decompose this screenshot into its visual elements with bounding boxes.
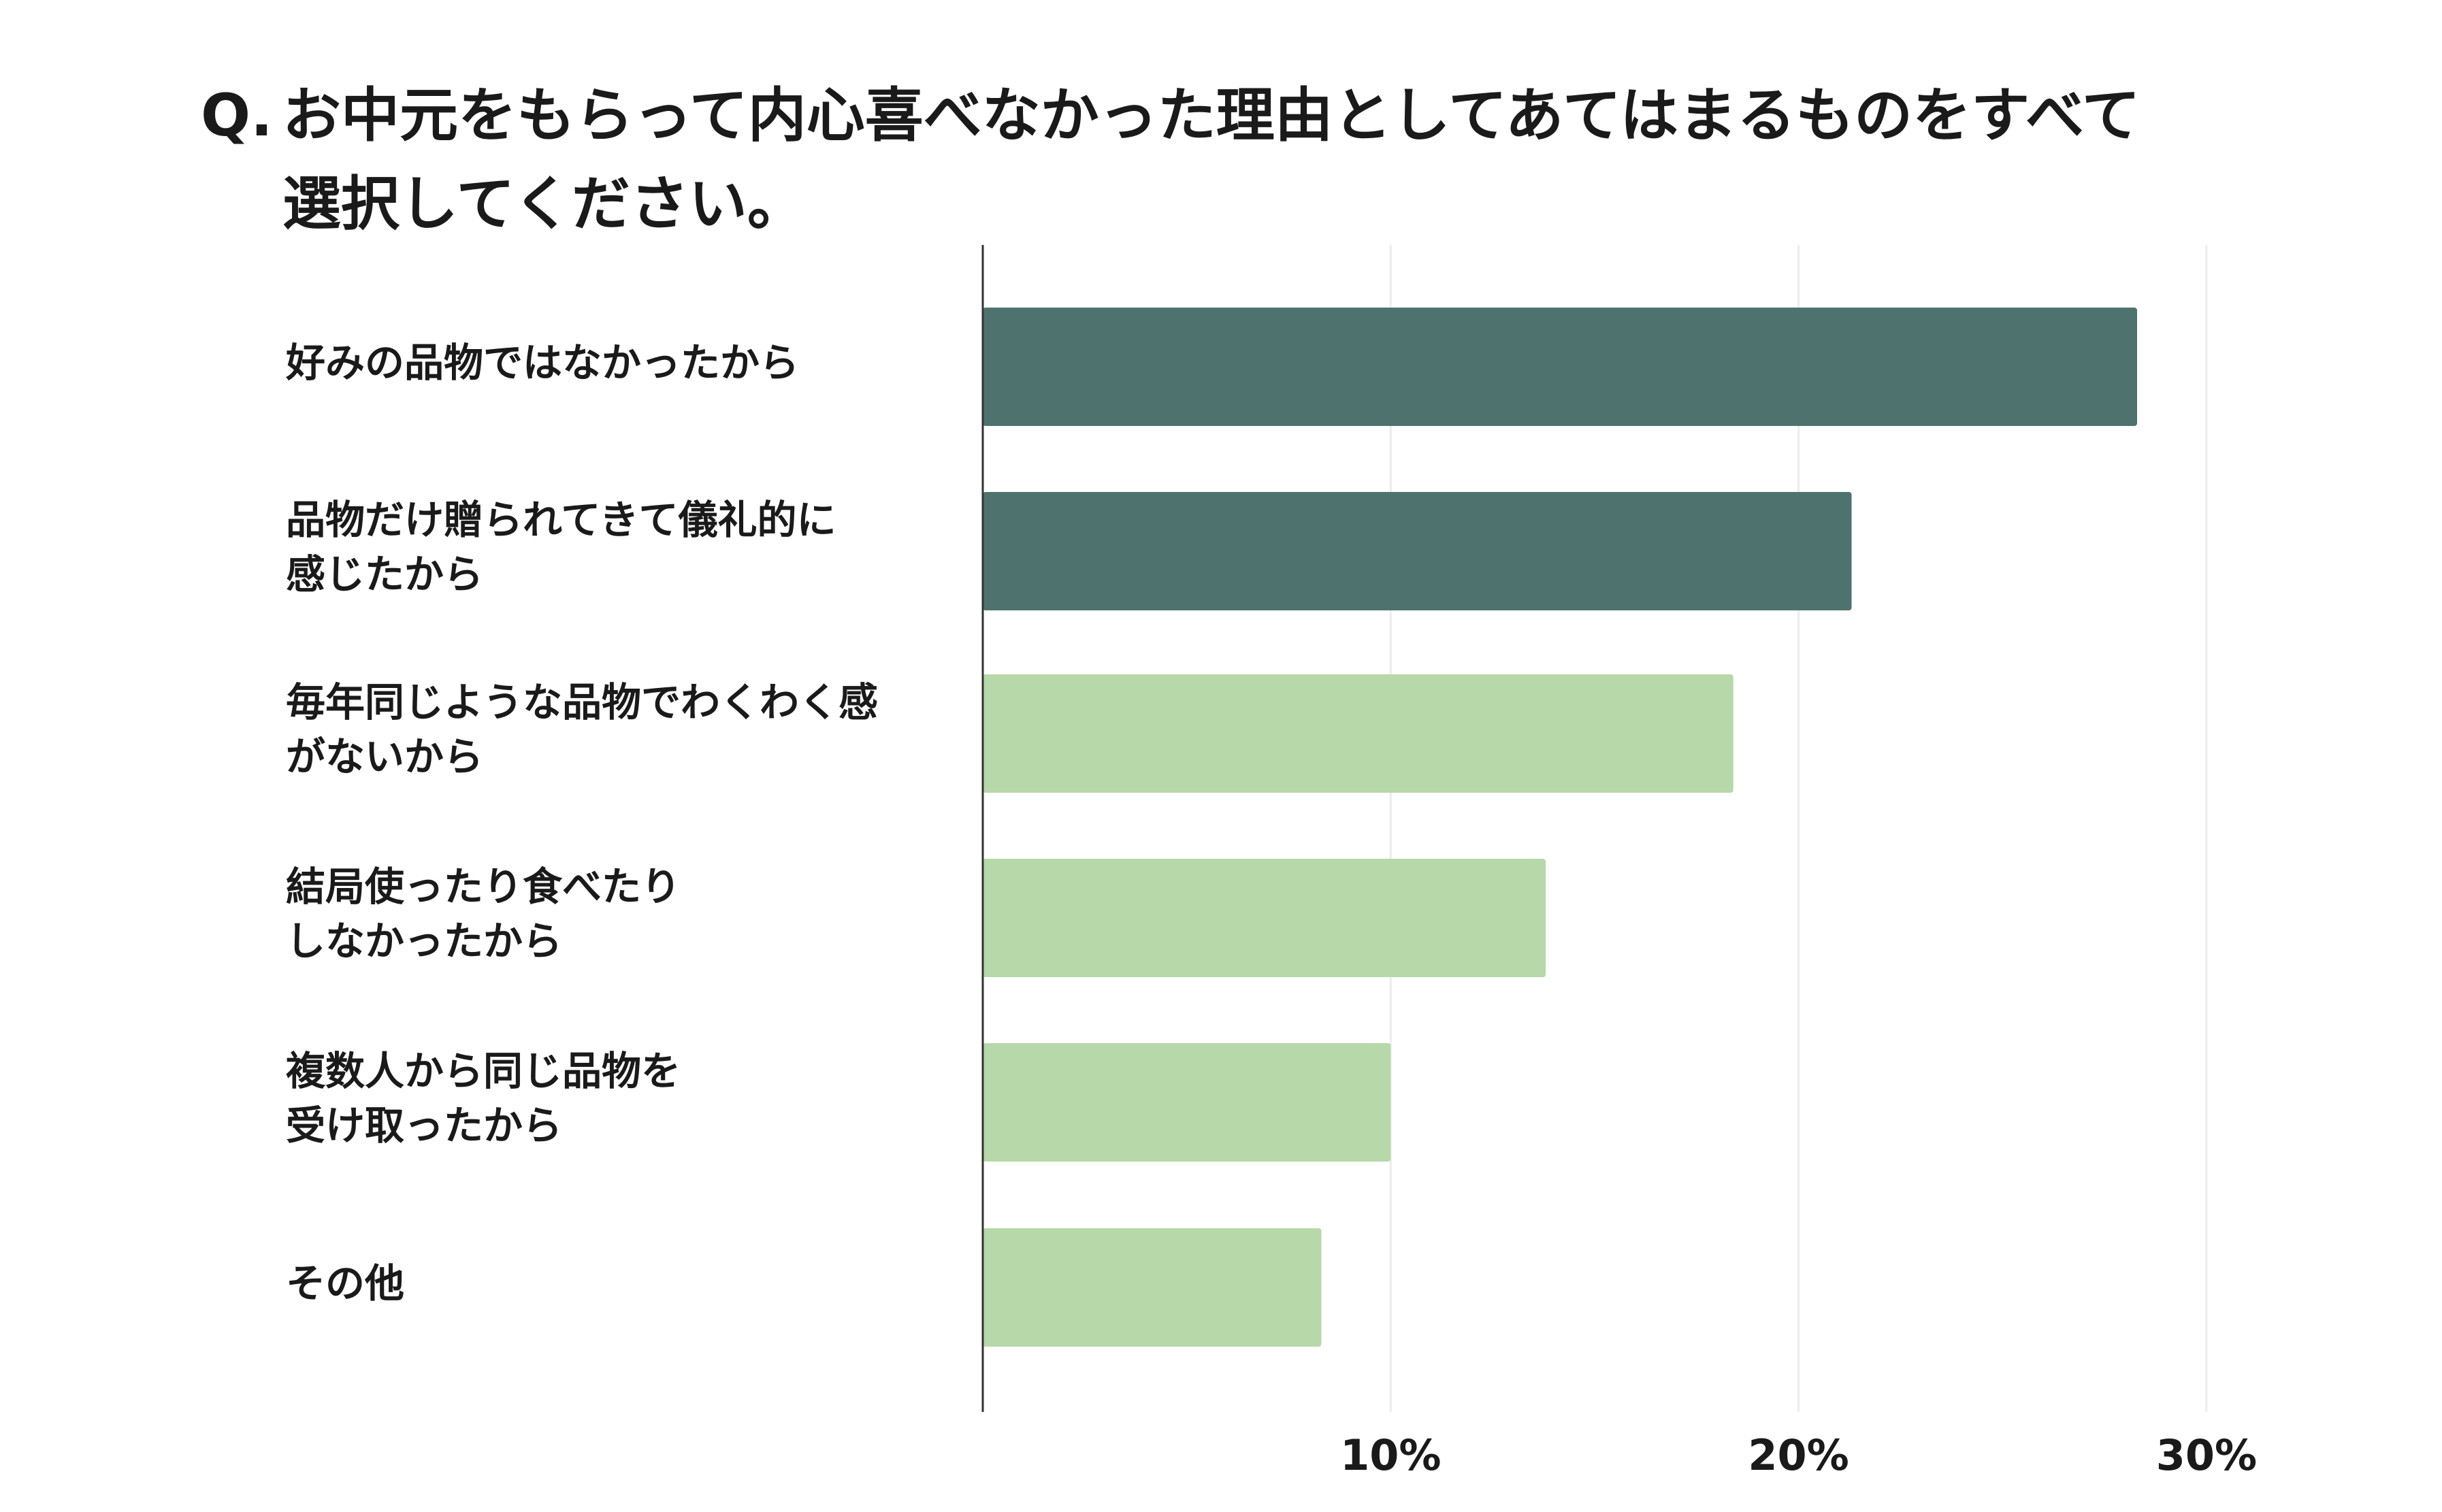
bar-1 bbox=[983, 308, 2138, 426]
category-label-1: 好みの品物ではなかったから bbox=[286, 335, 966, 390]
category-label-6: その他 bbox=[286, 1256, 966, 1311]
category-label-line: 好みの品物ではなかったから bbox=[286, 340, 800, 386]
category-label-line: その他 bbox=[286, 1260, 405, 1306]
x-tick-label-20: 20% bbox=[1748, 1430, 1849, 1480]
bar-6 bbox=[983, 1228, 1322, 1347]
category-label-line: しなかったから bbox=[286, 918, 563, 964]
category-label-2: 品物だけ贈られてきて儀礼的に 感じたから bbox=[286, 493, 966, 602]
title-line-2: 選択してください。 bbox=[282, 170, 806, 238]
category-label-line: 受け取ったから bbox=[286, 1102, 563, 1149]
bar-5 bbox=[983, 1043, 1391, 1162]
category-label-line: 毎年同じような品物でわくわく感 bbox=[286, 679, 879, 725]
category-label-5: 複数人から同じ品物を 受け取ったから bbox=[286, 1044, 966, 1153]
bar-4 bbox=[983, 859, 1546, 977]
x-tick-label-10: 10% bbox=[1340, 1430, 1441, 1480]
category-label-line: 品物だけ贈られてきて儀礼的に bbox=[286, 497, 836, 543]
category-label-4: 結局使ったり食べたり しなかったから bbox=[286, 859, 966, 968]
category-label-line: 結局使ったり食べたり bbox=[286, 864, 681, 910]
title-line-1: お中元をもらって内心喜べなかった理由としてあてはまるものをすべて bbox=[282, 82, 2140, 150]
category-label-line: 複数人から同じ品物を bbox=[286, 1048, 681, 1094]
category-label-line: 感じたから bbox=[286, 551, 484, 597]
category-label-line: がないから bbox=[286, 734, 484, 780]
bar-2 bbox=[983, 492, 1852, 610]
category-label-3: 毎年同じような品物でわくわく感 がないから bbox=[286, 675, 966, 784]
bar-3 bbox=[983, 674, 1733, 793]
title-prefix: Q. bbox=[201, 82, 273, 150]
x-tick-label-30: 30% bbox=[2156, 1430, 2257, 1480]
